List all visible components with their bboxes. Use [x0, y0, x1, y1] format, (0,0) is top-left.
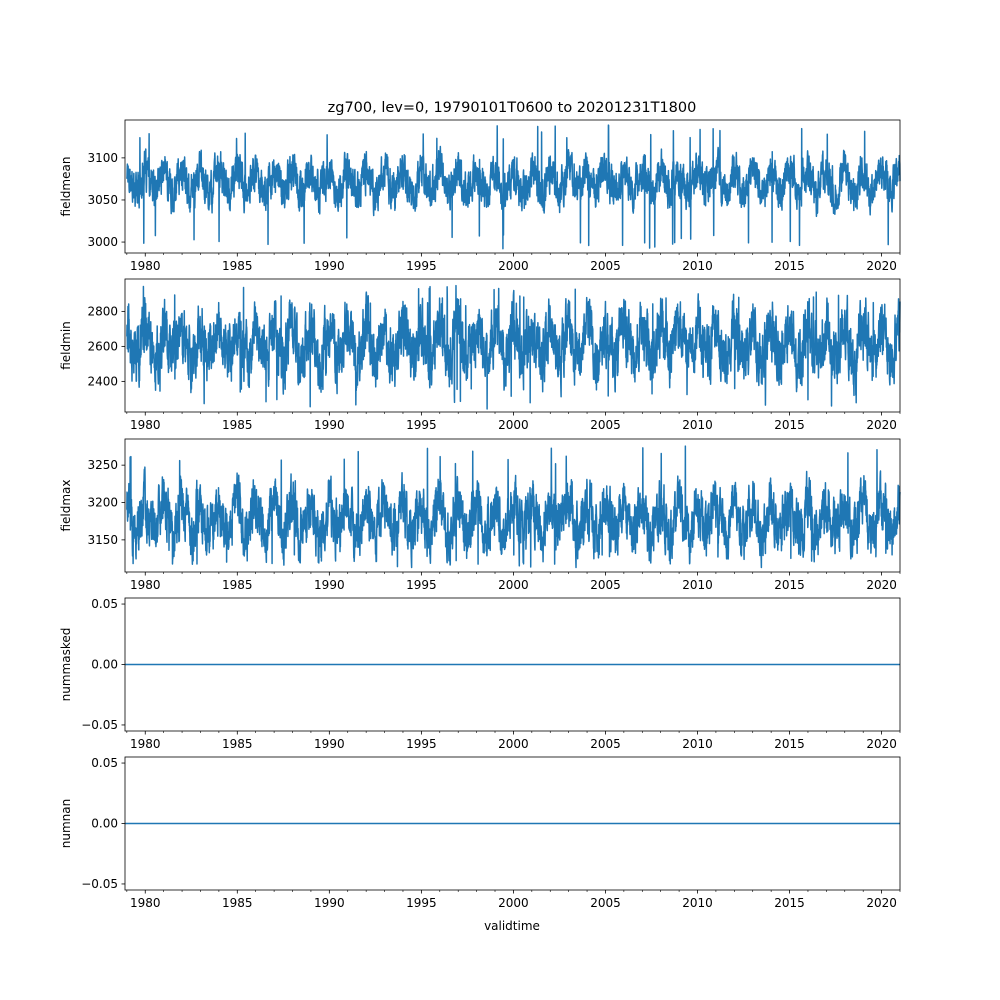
y-tick-label: 0.00: [91, 658, 118, 672]
x-tick-label: 1990: [314, 578, 345, 592]
y-tick-label: 3100: [87, 151, 118, 165]
x-tick-label: 2015: [774, 259, 805, 273]
x-tick-label: 1980: [130, 259, 161, 273]
y-axis-label: nummasked: [59, 628, 73, 702]
x-tick-label: 2010: [682, 737, 713, 751]
series-line-fieldmean: [126, 124, 901, 250]
y-tick-label: 3200: [87, 496, 118, 510]
x-tick-label: 1985: [222, 737, 253, 751]
x-tick-label: 2015: [774, 578, 805, 592]
x-tick-label: 1990: [314, 259, 345, 273]
x-tick-label: 2005: [590, 578, 621, 592]
x-tick-label: 1995: [406, 737, 437, 751]
y-tick-label: 0.05: [91, 597, 118, 611]
x-tick-label: 2005: [590, 259, 621, 273]
x-tick-label: 2010: [682, 259, 713, 273]
panel-fieldmean: 3000 3050 3100 1980 1985 1990 1995 2000 2005 2010…: [59, 119, 901, 273]
x-tick-label: 1990: [314, 737, 345, 751]
figure-title: zg700, lev=0, 19790101T0600 to 20201231T…: [328, 100, 697, 116]
panel-fieldmin: 2400 2600 2800 1980 1985 1990 1995 2000 2005 2010…: [59, 278, 901, 432]
x-tick-label: 1990: [314, 896, 345, 910]
axes-frame-fieldmax: [124, 438, 901, 573]
y-tick-label: 3250: [87, 458, 118, 472]
y-axis-label: numnan: [59, 799, 73, 848]
panel-numnan: −0.05 0.00 0.05 1980 1985 1990 1995 2000 2005 201…: [59, 756, 901, 910]
x-tick-label: 2015: [774, 737, 805, 751]
x-tick-label: 1985: [222, 896, 253, 910]
x-tick-label: 2015: [774, 896, 805, 910]
x-tick-label: 1995: [406, 896, 437, 910]
x-tick-label: 2020: [866, 418, 897, 432]
x-tick-label: 1990: [314, 418, 345, 432]
y-tick-label: 2800: [87, 304, 118, 318]
panel-nummasked: −0.05 0.00 0.05 1980 1985 1990 1995 2000 2005 201…: [59, 597, 901, 751]
x-tick-label: 2010: [682, 896, 713, 910]
x-tick-label: 2000: [498, 896, 529, 910]
y-tick-label: 2400: [87, 374, 118, 388]
x-tick-label: 1980: [130, 578, 161, 592]
y-tick-label: 0.00: [91, 817, 118, 831]
x-axis-label: validtime: [484, 919, 540, 933]
y-axis-label: fieldmin: [59, 321, 73, 370]
x-tick-label: 1985: [222, 578, 253, 592]
x-tick-label: 2020: [866, 737, 897, 751]
series-line-fieldmin: [126, 284, 901, 410]
y-axis-label: fieldmean: [59, 157, 73, 217]
y-tick-label: 3050: [87, 193, 118, 207]
x-tick-label: 2010: [682, 418, 713, 432]
x-tick-label: 1980: [130, 737, 161, 751]
y-tick-label: 0.05: [91, 756, 118, 770]
y-tick-label: 2600: [87, 339, 118, 353]
y-tick-label: 3150: [87, 533, 118, 547]
y-tick-label: −0.05: [81, 718, 118, 732]
x-tick-label: 1995: [406, 418, 437, 432]
x-tick-label: 1980: [130, 896, 161, 910]
axes-frame-fieldmin: [124, 278, 901, 413]
series-line-fieldmax: [126, 445, 901, 569]
x-tick-label: 2020: [866, 259, 897, 273]
y-tick-label: −0.05: [81, 877, 118, 891]
x-tick-label: 1980: [130, 418, 161, 432]
axes-frame-fieldmean: [124, 119, 901, 254]
x-tick-label: 1995: [406, 578, 437, 592]
x-tick-label: 2020: [866, 896, 897, 910]
x-tick-label: 2020: [866, 578, 897, 592]
x-tick-label: 2015: [774, 418, 805, 432]
x-tick-label: 2000: [498, 259, 529, 273]
x-tick-label: 2005: [590, 418, 621, 432]
x-tick-label: 1985: [222, 418, 253, 432]
x-tick-label: 2000: [498, 737, 529, 751]
y-tick-label: 3000: [87, 235, 118, 249]
x-tick-label: 1985: [222, 259, 253, 273]
x-tick-label: 2000: [498, 578, 529, 592]
y-axis-label: fieldmax: [59, 479, 73, 531]
x-tick-label: 1995: [406, 259, 437, 273]
x-tick-label: 2010: [682, 578, 713, 592]
panels: 3000 3050 3100 1980 1985 1990 1995 2000 2005 2010…: [59, 119, 901, 910]
x-tick-label: 2000: [498, 418, 529, 432]
x-tick-label: 2005: [590, 896, 621, 910]
x-tick-label: 2005: [590, 737, 621, 751]
panel-fieldmax: 3150 3200 3250 1980 1985 1990 1995 2000 2005 2010…: [59, 438, 901, 592]
